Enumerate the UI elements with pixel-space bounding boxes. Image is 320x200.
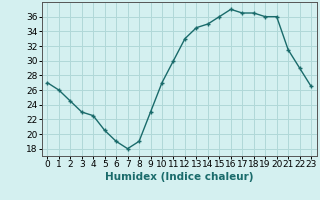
X-axis label: Humidex (Indice chaleur): Humidex (Indice chaleur): [105, 172, 253, 182]
